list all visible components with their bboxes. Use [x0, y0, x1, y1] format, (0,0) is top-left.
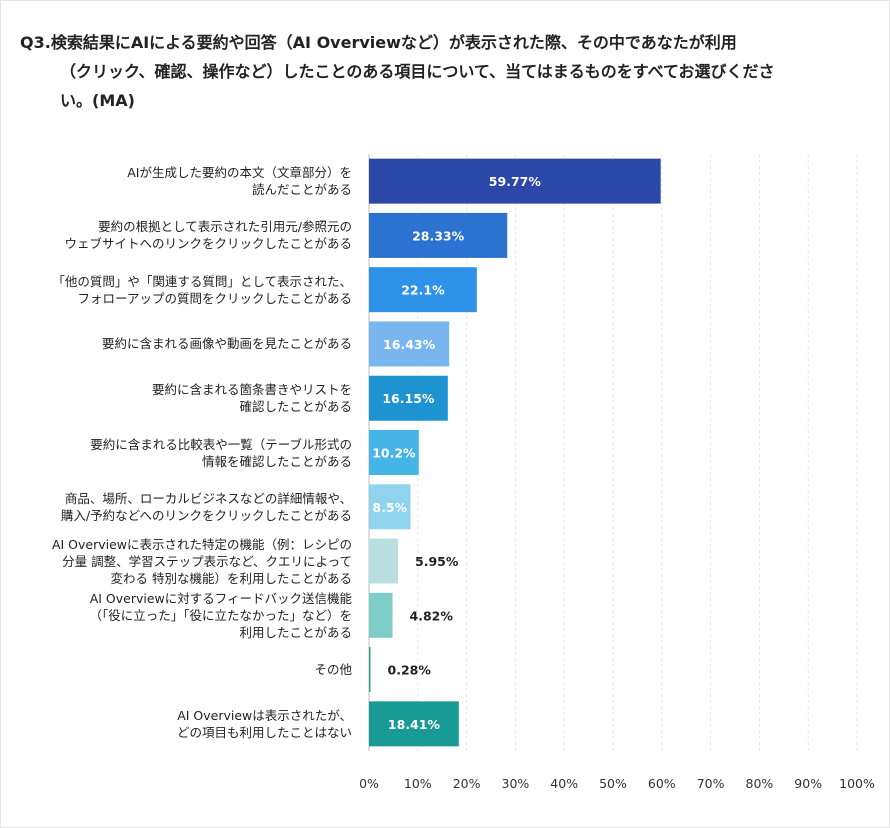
- category-label-line: 要約の根拠として表示された引用元/参照元の: [98, 219, 352, 235]
- x-tick-label: 80%: [746, 776, 774, 791]
- category-label-line: どの項目も利用したことはない: [176, 724, 352, 740]
- category-label-line: 要約に含まれる画像や動画を見たことがある: [101, 336, 352, 352]
- category-label: 商品、場所、ローカルビジネスなどの詳細情報や、 購入/予約などへのリンクをクリック…: [12, 490, 352, 524]
- question-line: （クリック、確認、操作など）したことのある項目について、当てはまるものをすべてお…: [60, 62, 775, 81]
- bar: [369, 647, 371, 693]
- category-label-line: （「役に立った」「役に立たなかった」など）を: [89, 607, 352, 623]
- bar: [369, 484, 411, 530]
- category-label-line: 要約に含まれる箇条書きやリストを: [151, 382, 352, 398]
- x-tick-label: 0%: [359, 776, 379, 791]
- category-label-line: AIが生成した要約の本文（文章部分）を: [127, 165, 352, 181]
- bar-value-label: 5.95%: [415, 554, 459, 569]
- x-tick-label: 90%: [794, 776, 822, 791]
- category-label-line: フォローアップの質問をクリックしたことがある: [77, 290, 352, 306]
- bar: [369, 375, 448, 421]
- bar: [369, 267, 477, 313]
- question-line: Q3.検索結果にAIによる要約や回答（AI Overviewなど）が表示された際…: [20, 33, 737, 52]
- category-label-line: AI Overviewは表示されたが、: [177, 707, 352, 723]
- x-tick-label: 30%: [502, 776, 530, 791]
- bar: [369, 321, 450, 367]
- bar-value-label: 22.1%: [401, 283, 445, 298]
- category-label: 要約の根拠として表示された引用元/参照元の ウェブサイトへのリンクをクリックしたこ…: [12, 218, 352, 252]
- category-label-line: 購入/予約などへのリンクをクリックしたことがある: [60, 507, 352, 523]
- x-tick-label: 100%: [839, 776, 875, 791]
- category-label-line: 変わる 特別な機能）を利用したことがある: [110, 570, 352, 586]
- bar-value-label: 18.41%: [388, 717, 441, 732]
- category-label: 要約に含まれる比較表や一覧（テーブル形式の 情報を確認したことがある: [12, 436, 352, 470]
- bar-value-label: 28.33%: [412, 228, 465, 243]
- category-label-line: 分量 調整、学習ステップ表示など、クエリによって: [62, 553, 352, 569]
- x-tick-label: 10%: [404, 776, 432, 791]
- x-tick-label: 70%: [697, 776, 725, 791]
- category-label: AIが生成した要約の本文（文章部分）を 読んだことがある: [12, 164, 352, 198]
- category-label-line: 情報を確認したことがある: [201, 453, 352, 469]
- bar-value-label: 8.5%: [372, 500, 407, 515]
- bar-value-label: 16.15%: [382, 391, 435, 406]
- bar: [369, 538, 399, 584]
- category-label: 「他の質問」や「関連する質問」として表示された、 フォローアップの質問をクリックし…: [12, 273, 352, 307]
- bar: [369, 430, 419, 475]
- category-label-line: 商品、場所、ローカルビジネスなどの詳細情報や、: [64, 490, 352, 506]
- category-label-line: AI Overviewに表示された特定の機能（例：レシピの: [51, 536, 352, 552]
- category-label: AI Overviewは表示されたが、 どの項目も利用したことはない: [12, 707, 352, 741]
- category-label: 要約に含まれる箇条書きやリストを 確認したことがある: [12, 381, 352, 415]
- category-label-line: 要約に含まれる比較表や一覧（テーブル形式の: [90, 436, 352, 452]
- category-label-line: 確認したことがある: [239, 399, 352, 415]
- category-label-line: 「他の質問」や「関連する質問」として表示された、: [52, 273, 352, 289]
- bar-value-label: 59.77%: [489, 174, 542, 189]
- bar: [369, 592, 393, 638]
- category-label: AI Overviewに対するフィードバック送信機能 （「役に立った」「役に立たな…: [12, 590, 352, 641]
- bar: [369, 212, 508, 258]
- question-line: い。(MA): [60, 91, 135, 110]
- category-label-line: その他: [314, 662, 352, 678]
- question-title: Q3.検索結果にAIによる要約や回答（AI Overviewなど）が表示された際…: [20, 28, 870, 115]
- category-label-line: ウェブサイトへのリンクをクリックしたことがある: [64, 236, 352, 252]
- bar-value-label: 16.43%: [383, 337, 436, 352]
- bar-value-label: 0.28%: [388, 663, 432, 678]
- x-tick-label: 20%: [453, 776, 481, 791]
- category-label-line: 利用したことがある: [239, 624, 352, 640]
- x-tick-label: 40%: [550, 776, 578, 791]
- category-label-line: 読んだことがある: [251, 182, 352, 198]
- category-label: AI Overviewに表示された特定の機能（例：レシピの 分量 調整、学習ステッ…: [12, 536, 352, 587]
- bar: [369, 701, 459, 747]
- x-tick-label: 60%: [648, 776, 676, 791]
- x-tick-label: 50%: [599, 776, 627, 791]
- category-label: 要約に含まれる画像や動画を見たことがある: [12, 335, 352, 352]
- bar-value-label: 4.82%: [410, 608, 454, 623]
- category-label: その他: [12, 661, 352, 678]
- bar: [369, 158, 661, 204]
- category-label-line: AI Overviewに対するフィードバック送信機能: [89, 590, 352, 606]
- bar-value-label: 10.2%: [372, 446, 416, 461]
